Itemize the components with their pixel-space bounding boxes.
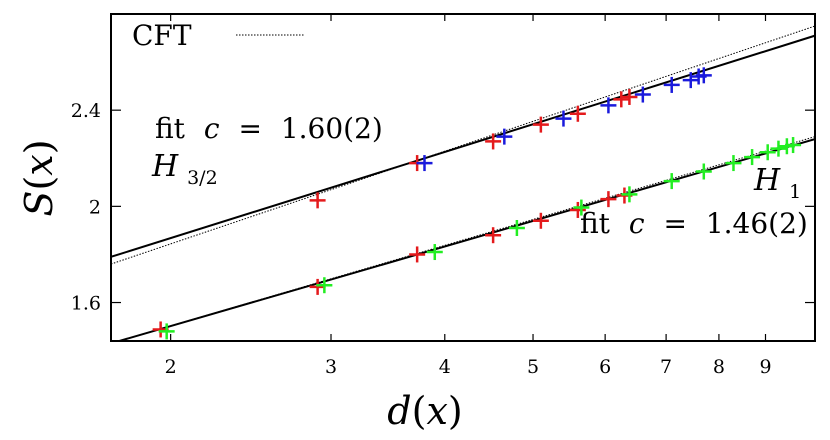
data-point <box>416 155 433 172</box>
cft-line <box>111 25 815 265</box>
data-point <box>309 278 326 295</box>
y-axis-arg: x <box>17 154 61 175</box>
upper-series-subscript: 3/2 <box>187 167 218 189</box>
data-point <box>600 97 617 114</box>
x-axis-symbol: d <box>387 389 411 433</box>
tick-marks <box>111 14 815 341</box>
x-tick-label: 9 <box>759 356 771 378</box>
x-tick-label: 8 <box>713 356 725 378</box>
x-tick-label: 5 <box>527 356 539 378</box>
data-point <box>496 128 513 145</box>
data-point <box>725 155 742 172</box>
data-point <box>573 199 590 216</box>
upper-fit-variable: c <box>204 112 220 145</box>
data-point <box>485 133 502 150</box>
data-point <box>555 110 572 127</box>
plot-frame <box>110 13 816 342</box>
data-point <box>613 91 630 108</box>
upper-series-letter: H <box>151 149 179 184</box>
data-point <box>569 201 586 218</box>
data-point <box>508 219 525 236</box>
data-point <box>600 191 617 208</box>
data-point <box>426 244 443 261</box>
lower-series-subscript: 1 <box>789 181 801 203</box>
lower-fit-value: 1.46(2) <box>706 207 808 240</box>
y-axis-close-paren: ) <box>17 139 61 154</box>
data-point <box>663 76 680 93</box>
x-tick-label: 3 <box>325 356 337 378</box>
y-axis-label: S(x) <box>17 139 61 216</box>
data-point <box>695 163 712 180</box>
x-axis-arg: x <box>426 389 447 433</box>
data-point <box>759 144 776 161</box>
x-tick-labels: 2 3 4 5 6 7 8 9 <box>165 356 772 378</box>
x-axis-close-paren: ) <box>448 389 463 433</box>
lower-fit-prefix: fit <box>580 207 611 240</box>
upper-fit-equals: = <box>238 112 261 145</box>
data-point <box>770 140 787 157</box>
data-point <box>621 88 638 105</box>
data-point <box>682 72 699 89</box>
upper-fit-value: 1.60(2) <box>281 112 383 145</box>
legend: CFT <box>132 19 305 52</box>
y-axis-symbol: S <box>17 191 61 217</box>
y-tick-label: 2 <box>89 196 101 218</box>
upper-series-label: H 3/2 <box>151 149 218 189</box>
data-point <box>158 323 175 340</box>
data-point <box>409 246 426 263</box>
data-point <box>569 105 586 122</box>
data-points <box>152 67 802 340</box>
lower-fit-equals: = <box>663 207 686 240</box>
upper-fit-annotation: fit c = 1.60(2) <box>155 112 383 145</box>
legend-label: CFT <box>132 19 192 52</box>
data-point <box>744 149 761 166</box>
data-point <box>485 227 502 244</box>
data-point <box>621 186 638 203</box>
upper-fit-prefix: fit <box>155 112 186 145</box>
x-axis-open-paren: ( <box>412 389 427 433</box>
x-tick-label: 2 <box>165 356 177 378</box>
cft-line <box>117 136 815 341</box>
lower-fit-variable: c <box>629 207 645 240</box>
data-point <box>309 192 326 209</box>
data-point <box>695 67 712 84</box>
x-tick-label: 6 <box>599 356 611 378</box>
fit-line <box>115 138 815 341</box>
y-tick-labels: 1.6 2 2.4 <box>71 100 101 314</box>
data-point <box>532 116 549 133</box>
lower-fit-annotation: fit c = 1.46(2) <box>580 207 808 240</box>
lower-series-label: H 1 <box>753 163 801 203</box>
x-tick-label: 4 <box>439 356 451 378</box>
y-tick-label: 2.4 <box>71 100 101 122</box>
data-point <box>316 277 333 294</box>
data-point <box>663 173 680 190</box>
data-point <box>532 212 549 229</box>
x-tick-label: 7 <box>660 356 672 378</box>
y-tick-label: 1.6 <box>71 293 101 315</box>
lower-series-letter: H <box>753 163 781 198</box>
y-axis-open-paren: ( <box>17 176 61 191</box>
data-point <box>634 86 651 103</box>
x-axis-label: d(x) <box>387 389 462 433</box>
data-point <box>785 137 802 154</box>
